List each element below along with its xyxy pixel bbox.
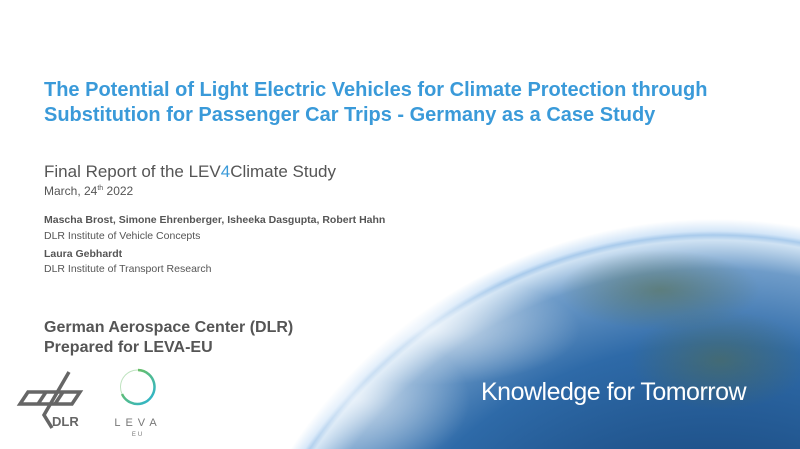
subtitle-text-end: Climate Study <box>230 162 337 181</box>
leva-eu-logo: LEVA EU <box>108 368 168 443</box>
report-subtitle: Final Report of the LEV4Climate Study <box>44 162 336 182</box>
report-date: March, 24th 2022 <box>44 184 133 198</box>
dlr-logo-text: DLR <box>52 414 79 429</box>
date-year: 2022 <box>103 184 134 198</box>
dlr-logo: DLR <box>14 370 84 435</box>
leva-logo-subtext: EU <box>132 432 144 438</box>
institute-transport-research: DLR Institute of Transport Research <box>44 263 212 275</box>
date-month: March, 24 <box>44 184 98 198</box>
report-title: The Potential of Light Electric Vehicles… <box>44 79 708 126</box>
org-line-2: Prepared for LEVA-EU <box>44 339 213 356</box>
leva-logo-text: LEVA <box>114 417 161 429</box>
org-line-1: German Aerospace Center (DLR) <box>44 319 294 336</box>
date-suffix: th <box>97 185 104 192</box>
institute-vehicle-concepts: DLR Institute of Vehicle Concepts <box>44 230 201 242</box>
tagline: Knowledge for Tomorrow <box>481 378 747 406</box>
organization: German Aerospace Center (DLR) Prepared fo… <box>44 318 293 358</box>
authors-group-2: Laura Gebhardt <box>44 248 123 260</box>
subtitle-text: Final Report of the LEV <box>44 162 221 181</box>
authors-group-1: Mascha Brost, Simone Ehrenberger, Isheek… <box>44 214 386 226</box>
subtitle-accent: 4 <box>220 162 231 181</box>
